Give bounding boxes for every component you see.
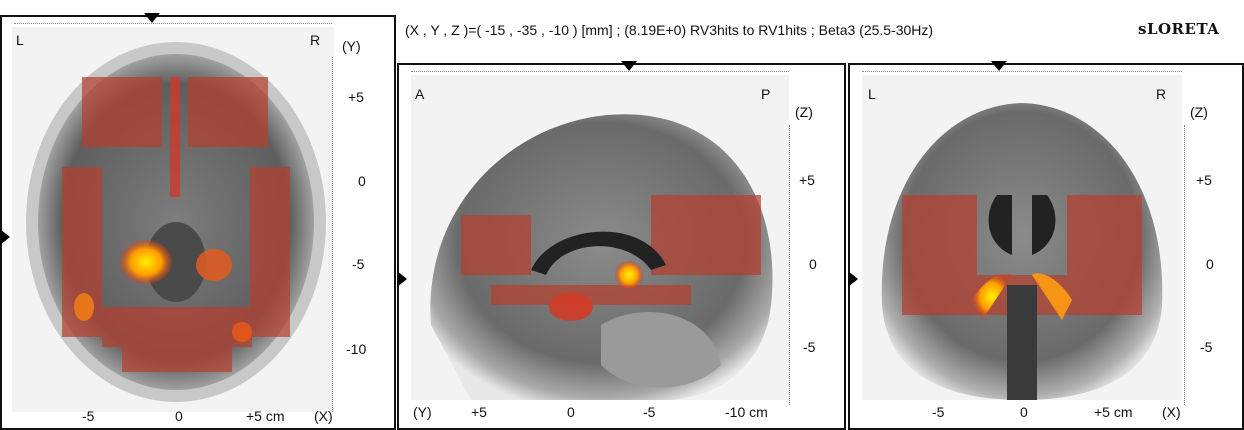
axial-y-ruler (332, 57, 339, 412)
sagittal-corner-left: A (415, 86, 425, 102)
axial-x-tick: 0 (175, 408, 183, 424)
coronal-top-ruler (862, 71, 1182, 78)
axial-y-tick: -10 (346, 341, 367, 357)
axial-y-tick: +5 (348, 89, 364, 105)
sagittal-y-tick: 0 (567, 404, 575, 420)
axial-x-tick: +5 cm (246, 408, 285, 424)
coordinates-readout: (X , Y , Z )=( -15 , -35 , -10 ) [mm] ; … (405, 22, 934, 38)
coronal-corner-right: R (1156, 86, 1167, 102)
coronal-z-tick: +5 (1196, 172, 1212, 188)
coronal-x-tick: +5 cm (1094, 404, 1133, 420)
sagittal-view-panel[interactable]: A P (Z) +5 0 -5 (Y) +5 0 -5 -10 cm (397, 61, 846, 430)
coronal-z-position-marker[interactable] (848, 271, 858, 287)
sagittal-z-tick: +5 (799, 172, 815, 188)
axial-y-position-marker[interactable] (0, 229, 10, 245)
sagittal-corner-right: P (761, 86, 771, 102)
axial-y-tick: 0 (358, 173, 366, 189)
axial-x-axis-name: (X) (314, 408, 333, 424)
axial-brain-slice[interactable] (12, 27, 334, 412)
software-brand: sLORETA (1138, 20, 1220, 38)
coronal-axis-name: (Z) (1190, 104, 1208, 120)
axial-x-position-marker[interactable] (144, 13, 160, 23)
axial-y-tick: -5 (352, 256, 365, 272)
sagittal-axis-name: (Z) (795, 104, 813, 120)
sagittal-brain-slice[interactable] (411, 75, 789, 400)
coronal-view-panel[interactable]: L R (Z) +5 0 -5 -5 0 +5 cm (X) (848, 61, 1244, 430)
axial-corner-right: R (310, 32, 321, 48)
sagittal-y-position-marker[interactable] (621, 61, 637, 71)
sagittal-z-position-marker[interactable] (397, 271, 407, 287)
coronal-z-tick: -5 (1200, 339, 1213, 355)
axial-corner-left: L (16, 32, 24, 48)
axial-x-tick: -5 (82, 408, 95, 424)
axial-view-panel[interactable]: L R (Y) +5 0 -5 -10 -5 0 +5 cm (X) (0, 13, 396, 430)
coronal-corner-left: L (868, 86, 876, 102)
coronal-brain-slice[interactable] (862, 75, 1182, 400)
coronal-x-position-marker[interactable] (991, 61, 1007, 71)
axial-top-ruler (14, 23, 332, 30)
coronal-z-ruler (1184, 125, 1191, 405)
axial-axis-name: (Y) (342, 38, 361, 54)
sagittal-z-tick: 0 (809, 256, 817, 272)
coronal-z-tick: 0 (1206, 256, 1214, 272)
coronal-x-tick: 0 (1020, 404, 1028, 420)
sagittal-y-axis-name: (Y) (413, 404, 432, 420)
sagittal-z-tick: -5 (803, 339, 816, 355)
sagittal-y-tick: +5 (471, 404, 487, 420)
sagittal-y-tick: -5 (643, 404, 656, 420)
coronal-x-tick: -5 (932, 404, 945, 420)
sagittal-y-tick: -10 cm (725, 404, 768, 420)
coronal-x-axis-name: (X) (1162, 404, 1181, 420)
sagittal-z-ruler (789, 125, 796, 405)
sagittal-top-ruler (411, 71, 789, 78)
